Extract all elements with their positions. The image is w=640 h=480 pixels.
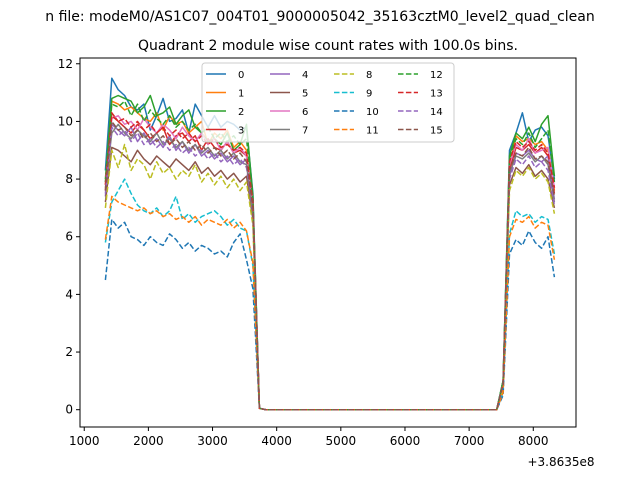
series-layer (104, 77, 556, 411)
legend-entry-15: 15 (398, 126, 443, 137)
y-tick-label: 12 (58, 57, 73, 71)
y-tick-label: 10 (58, 114, 73, 128)
legend-entry-8: 8 (334, 70, 372, 81)
legend-label: 11 (366, 126, 379, 137)
x-tick-label: 6000 (390, 434, 421, 448)
x-tick-label: 4000 (261, 434, 292, 448)
legend-entry-11: 11 (334, 126, 379, 137)
legend-label: 15 (430, 126, 443, 137)
legend-label: 6 (302, 107, 308, 118)
y-tick-label: 0 (65, 403, 73, 417)
y-tick-label: 6 (65, 230, 73, 244)
legend-entry-6: 6 (270, 107, 308, 118)
legend-label: 0 (238, 70, 244, 81)
legend-label: 1 (238, 89, 244, 100)
legend-entry-4: 4 (270, 70, 308, 81)
legend-label: 13 (430, 89, 443, 100)
x-axis-offset-label: +3.8635e8 (527, 455, 594, 469)
legend-label: 3 (238, 126, 244, 137)
legend-entry-0: 0 (206, 70, 244, 81)
legend-label: 10 (366, 107, 379, 118)
x-tick-label: 1000 (69, 434, 100, 448)
figure-suptitle: n file: modeM0/AS1C07_004T01_9000005042_… (45, 9, 594, 25)
legend-label: 4 (302, 70, 308, 81)
legend-entry-13: 13 (398, 89, 443, 100)
series-line-15 (104, 120, 556, 411)
y-tick-label: 8 (65, 172, 73, 186)
plot-frame (79, 57, 577, 428)
legend-entry-5: 5 (270, 89, 308, 100)
x-axis: 1000 2000 3000 4000 5000 6000 7000 8000 (69, 427, 549, 448)
legend-label: 14 (430, 107, 443, 118)
legend-frame (201, 62, 455, 143)
y-axis: 0 2 4 6 8 10 12 (58, 57, 80, 417)
legend-label: 2 (238, 107, 244, 118)
x-tick-label: 8000 (518, 434, 549, 448)
legend-entry-14: 14 (398, 107, 443, 118)
y-tick-label: 2 (65, 345, 73, 359)
legend-label: 7 (302, 126, 308, 137)
legend-entry-9: 9 (334, 89, 372, 100)
legend-entry-7: 7 (270, 126, 308, 137)
legend-entry-2: 2 (206, 107, 244, 118)
chart-title: Quadrant 2 module wise count rates with … (138, 38, 518, 54)
legend-entry-12: 12 (398, 70, 443, 81)
legend-label: 8 (366, 70, 372, 81)
x-tick-label: 7000 (454, 434, 485, 448)
plot-area (79, 57, 577, 428)
legend-entry-10: 10 (334, 107, 379, 118)
legend-label: 5 (302, 89, 308, 100)
legend-entry-1: 1 (206, 89, 244, 100)
x-tick-label: 3000 (197, 434, 228, 448)
y-tick-label: 4 (65, 287, 73, 301)
legend-label: 12 (430, 70, 443, 81)
legend-entry-3: 3 (206, 126, 244, 137)
x-tick-label: 5000 (326, 434, 357, 448)
x-tick-label: 2000 (133, 434, 164, 448)
legend-label: 9 (366, 89, 372, 100)
